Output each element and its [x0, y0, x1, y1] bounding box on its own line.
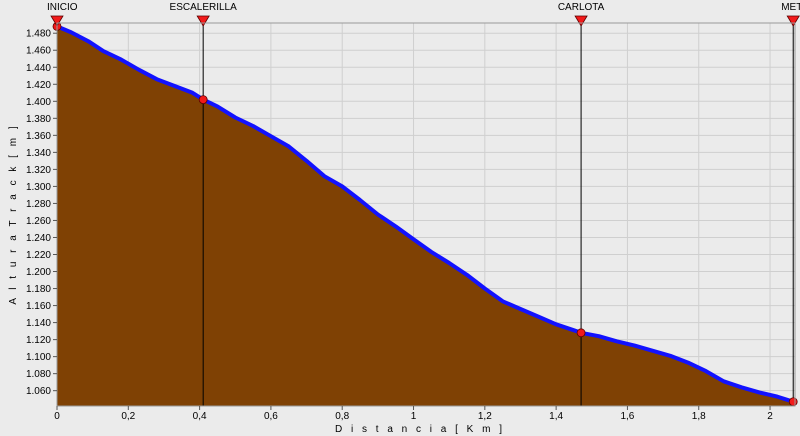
- waypoint-labels: INICIO ESCALERILLA CARLOTA MET: [47, 2, 800, 13]
- y-tick-label: 1.420: [26, 80, 51, 91]
- waypoint-flag-icon: [196, 15, 210, 27]
- waypoint-flag-icon: [786, 15, 800, 27]
- y-tick-label: 1.240: [26, 233, 51, 244]
- y-tick-label: 1.120: [26, 335, 51, 346]
- waypoint-lines: [202, 23, 794, 406]
- y-tick-label: 1.440: [26, 63, 51, 74]
- x-tick-label: 0,2: [121, 411, 135, 422]
- x-tick-label: 0: [54, 411, 60, 422]
- y-tick-label: 1.160: [26, 301, 51, 312]
- x-tick-label: 1,8: [692, 411, 706, 422]
- y-tick-label: 1.360: [26, 131, 51, 142]
- waypoint-flag-icon: [50, 15, 64, 27]
- x-tick-label: 0,4: [193, 411, 207, 422]
- x-tick-label: 1,2: [478, 411, 492, 422]
- y-tick-label: 1.280: [26, 199, 51, 210]
- elevation-line: [55, 24, 796, 404]
- x-tick-label: 0,6: [264, 411, 278, 422]
- y-axis-ticks: 1.060 1.080 1.100 1.120 1.140 1.160 1.180 1.200…: [26, 29, 57, 397]
- x-axis-title: D i s t a n c i a [ K m ]: [335, 424, 505, 435]
- x-tick-label: 0,8: [335, 411, 349, 422]
- y-tick-label: 1.400: [26, 97, 51, 108]
- waypoint-label: CARLOTA: [558, 2, 605, 13]
- y-tick-label: 1.460: [26, 46, 51, 57]
- x-tick-label: 1,4: [549, 411, 563, 422]
- y-tick-label: 1.300: [26, 182, 51, 193]
- y-tick-label: 1.080: [26, 369, 51, 380]
- waypoint-flag-icon: [574, 15, 588, 27]
- plot-frame: [56, 22, 796, 407]
- waypoint-label: INICIO: [47, 2, 78, 13]
- y-tick-label: 1.340: [26, 148, 51, 159]
- y-tick-label: 1.180: [26, 284, 51, 295]
- x-tick-label: 1,6: [620, 411, 634, 422]
- y-tick-label: 1.140: [26, 318, 51, 329]
- y-axis-title: A l t u r a T r a c k [ m ]: [8, 123, 19, 304]
- x-tick-label: 1: [411, 411, 417, 422]
- y-tick-label: 1.100: [26, 352, 51, 363]
- y-tick-label: 1.260: [26, 216, 51, 227]
- y-tick-label: 1.480: [26, 29, 51, 40]
- y-tick-label: 1.320: [26, 165, 51, 176]
- x-axis-ticks: 0 0,2 0,4 0,6 0,8 1 1,2 1,4 1,6 1,8 2: [54, 406, 773, 422]
- y-tick-label: 1.220: [26, 250, 51, 261]
- y-tick-label: 1.380: [26, 114, 51, 125]
- x-tick-label: 2: [767, 411, 773, 422]
- waypoint-marker: [198, 95, 208, 104]
- elevation-line-path: [55, 24, 796, 404]
- y-tick-label: 1.200: [26, 267, 51, 278]
- waypoint-label: MET: [781, 2, 800, 13]
- waypoint-marker: [576, 328, 586, 338]
- waypoint-label: ESCALERILLA: [170, 2, 238, 13]
- y-tick-label: 1.060: [26, 386, 51, 397]
- waypoint-marker: [788, 397, 798, 407]
